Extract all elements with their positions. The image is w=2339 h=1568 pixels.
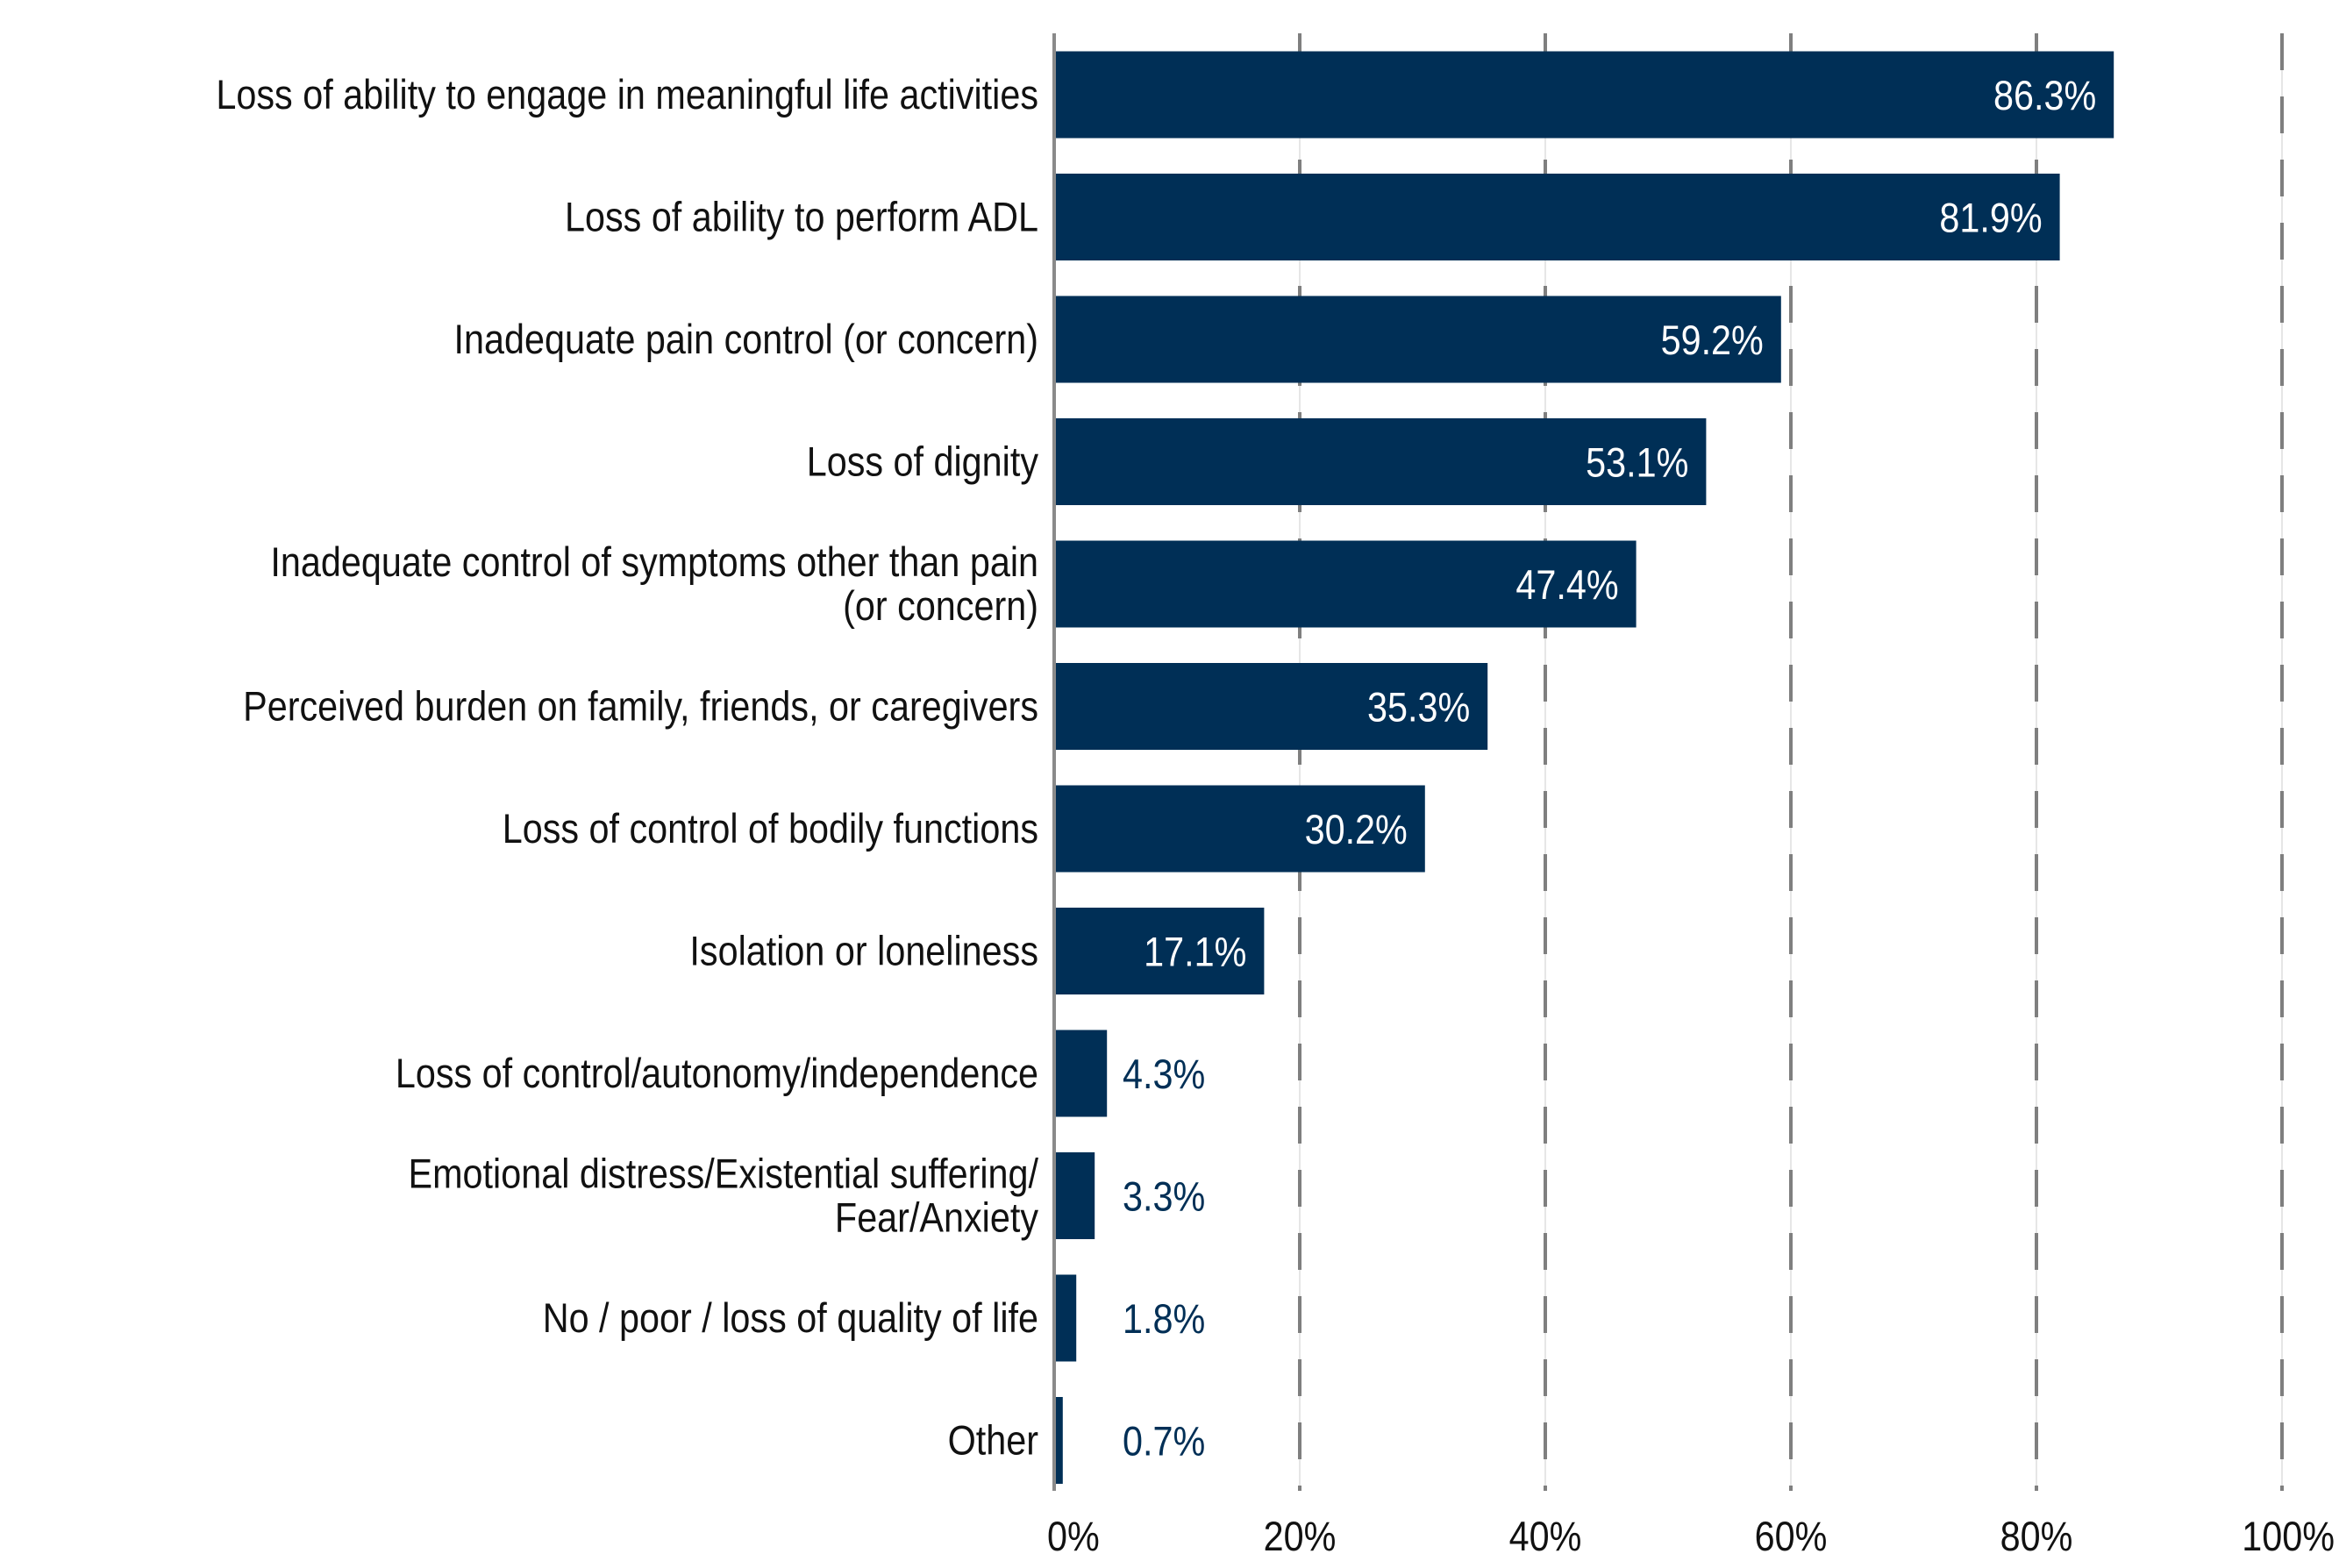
category-label: Inadequate control of symptoms other tha… bbox=[270, 540, 1038, 630]
category-label-line: Perceived burden on family, friends, or … bbox=[243, 684, 1038, 730]
bar bbox=[1054, 1152, 1095, 1239]
category-labels: Loss of ability to engage in meaningful … bbox=[216, 73, 1038, 1465]
value-label: 0.7% bbox=[1123, 1419, 1205, 1465]
bar bbox=[1054, 785, 1425, 873]
value-label: 81.9% bbox=[1939, 196, 2042, 241]
value-label: 53.1% bbox=[1586, 440, 1688, 486]
category-label-line: Inadequate pain control (or concern) bbox=[454, 317, 1038, 363]
value-label: 35.3% bbox=[1367, 685, 1470, 731]
category-label-line: Loss of control/autonomy/independence bbox=[396, 1051, 1038, 1097]
value-label: 86.3% bbox=[1993, 74, 2096, 119]
x-tick-label: 0% bbox=[1047, 1515, 1100, 1560]
category-label: No / poor / loss of quality of life bbox=[543, 1296, 1038, 1342]
x-tick-label: 60% bbox=[1755, 1515, 1828, 1560]
value-label: 30.2% bbox=[1305, 808, 1408, 853]
category-label-line: No / poor / loss of quality of life bbox=[543, 1296, 1038, 1342]
category-label: Loss of dignity bbox=[807, 439, 1039, 485]
category-label-line: Isolation or loneliness bbox=[689, 929, 1038, 974]
category-label-line: Emotional distress/Existential suffering… bbox=[409, 1151, 1039, 1197]
bar bbox=[1054, 418, 1707, 505]
bar bbox=[1054, 540, 1637, 628]
bar bbox=[1054, 296, 1781, 383]
value-label: 17.1% bbox=[1144, 930, 1246, 975]
bar bbox=[1054, 51, 2114, 139]
category-label: Loss of control/autonomy/independence bbox=[396, 1051, 1038, 1097]
x-tick-label: 100% bbox=[2242, 1515, 2335, 1560]
category-label-line: Fear/Anxiety bbox=[835, 1195, 1039, 1241]
bar bbox=[1054, 908, 1265, 994]
value-label: 1.8% bbox=[1123, 1297, 1205, 1343]
x-tick-label: 40% bbox=[1509, 1515, 1582, 1560]
category-label-line: Other bbox=[948, 1418, 1038, 1464]
bar bbox=[1054, 1397, 1063, 1484]
x-tick-label: 20% bbox=[1264, 1515, 1337, 1560]
category-label: Inadequate pain control (or concern) bbox=[454, 317, 1038, 363]
category-label: Loss of ability to perform ADL bbox=[565, 195, 1038, 240]
gridlines bbox=[1298, 33, 2284, 1491]
category-label: Other bbox=[948, 1418, 1038, 1464]
value-labels: 86.3% 81.9% 59.2% 53.1% 47.4% 35.3% 30.2% 17.1%… bbox=[1123, 74, 2096, 1465]
category-label-line: Loss of ability to perform ADL bbox=[565, 195, 1038, 240]
category-label-line: Loss of dignity bbox=[807, 439, 1039, 485]
x-tick-label: 80% bbox=[2000, 1515, 2073, 1560]
bar bbox=[1054, 1274, 1077, 1362]
category-label-line: (or concern) bbox=[843, 584, 1038, 630]
bar bbox=[1054, 1030, 1108, 1117]
bar bbox=[1054, 174, 2060, 260]
value-label: 59.2% bbox=[1661, 318, 1764, 364]
value-label: 47.4% bbox=[1515, 563, 1618, 609]
x-tick-labels: 0% 20% 40% 60% 80% 100% bbox=[1047, 1515, 2335, 1560]
category-label: Emotional distress/Existential suffering… bbox=[409, 1151, 1039, 1241]
category-label: Perceived burden on family, friends, or … bbox=[243, 684, 1038, 730]
bars bbox=[1054, 51, 2114, 1484]
category-label: Isolation or loneliness bbox=[689, 929, 1038, 974]
category-label-line: Loss of control of bodily functions bbox=[503, 807, 1038, 852]
category-label-line: Inadequate control of symptoms other tha… bbox=[270, 540, 1038, 586]
category-label: Loss of control of bodily functions bbox=[503, 807, 1038, 852]
bar bbox=[1054, 663, 1488, 750]
value-label: 3.3% bbox=[1123, 1174, 1205, 1220]
category-label: Loss of ability to engage in meaningful … bbox=[216, 73, 1038, 118]
value-label: 4.3% bbox=[1123, 1052, 1205, 1098]
category-label-line: Loss of ability to engage in meaningful … bbox=[216, 73, 1038, 118]
